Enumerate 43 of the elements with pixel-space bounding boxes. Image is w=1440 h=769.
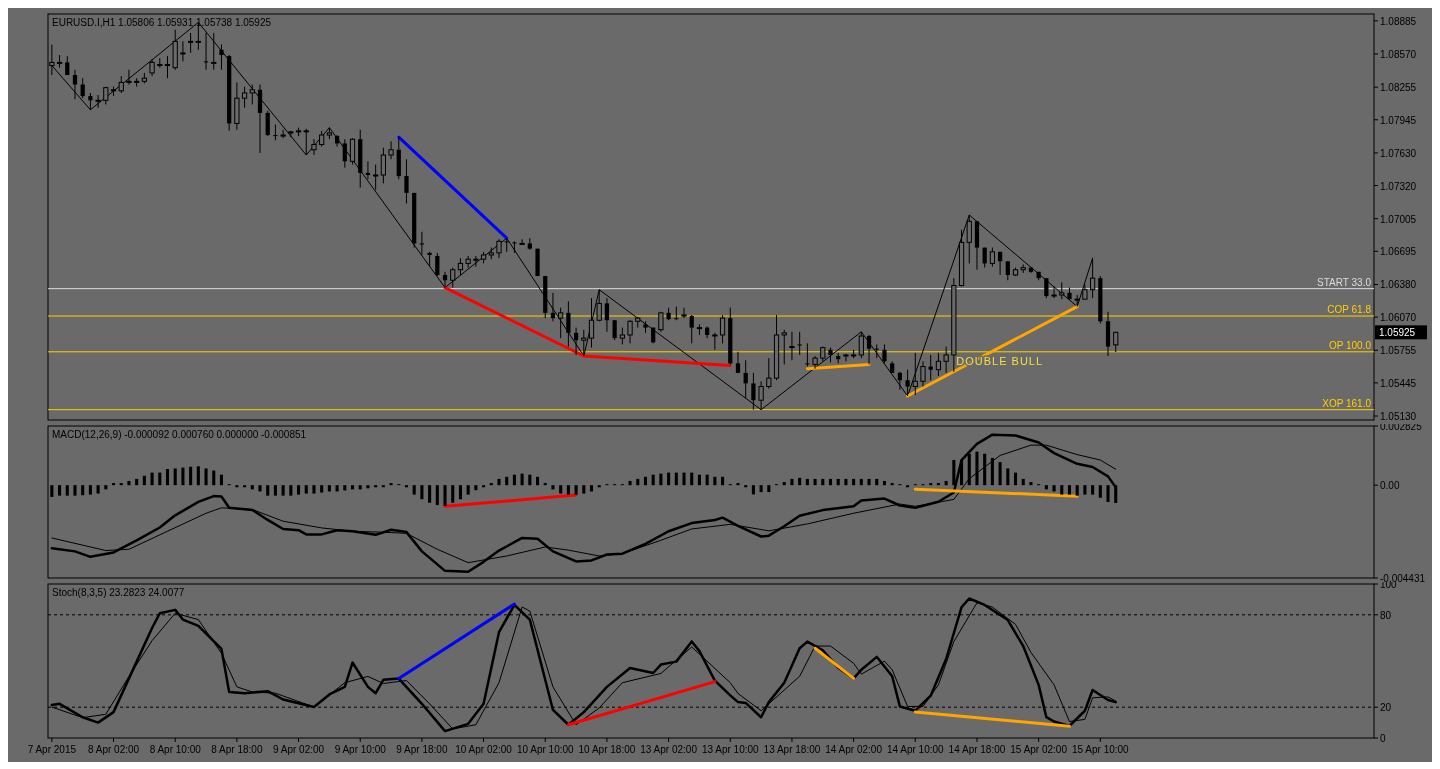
y-tick-label: 1.08255	[1380, 82, 1417, 94]
text: 1.05925	[1379, 327, 1416, 339]
y-tick-label: 1.08885	[1380, 15, 1417, 27]
x-tick-label: 8 Apr 18:00	[211, 744, 263, 755]
x-tick-label: 8 Apr 02:00	[87, 744, 140, 755]
x-tick-label: 9 Apr 02:00	[272, 744, 325, 755]
y-tick-label: 1.05445	[1380, 377, 1417, 389]
x-tick-label: 14 Apr 02:00	[825, 744, 883, 755]
x-tick-label: 9 Apr 18:00	[396, 744, 448, 755]
x-tick-label: 13 Apr 18:00	[763, 744, 821, 755]
x-tick-label: 13 Apr 10:00	[701, 744, 760, 755]
y-tick-label: 20	[1380, 702, 1392, 714]
chart-title: EURUSD.I,H1 1.05806 1.05931 1.05738 1.05925	[52, 17, 272, 28]
ref-line-label: XOP 161.0	[1322, 397, 1372, 409]
x-tick-label: 8 Apr 10:00	[149, 744, 202, 755]
y-tick-label: 1.07630	[1380, 147, 1417, 159]
y-tick-label: 1.06695	[1380, 246, 1417, 258]
x-tick-label: 15 Apr 02:00	[1010, 744, 1068, 755]
x-tick-label: 10 Apr 02:00	[455, 744, 513, 755]
y-tick-label: 0	[1380, 733, 1386, 744]
x-tick-label: 14 Apr 10:00	[886, 744, 945, 755]
y-tick-label: 1.06380	[1380, 279, 1417, 291]
y-tick-label: 1.05755	[1380, 345, 1417, 357]
y-tick-label: 1.08570	[1380, 48, 1417, 60]
ref-line-label: START 33.0	[1317, 276, 1372, 288]
x-tick-label: 9 Apr 10:00	[334, 744, 387, 755]
y-tick-label: 1.07005	[1380, 213, 1417, 225]
x-tick-label: 10 Apr 10:00	[516, 744, 575, 755]
x-tick-label: 7 Apr 2015	[27, 744, 77, 755]
y-tick-label: 1.07320	[1380, 180, 1417, 192]
x-tick-label: 15 Apr 10:00	[1071, 744, 1130, 755]
y-tick-label: 1.07945	[1380, 114, 1417, 126]
x-tick-label: 13 Apr 02:00	[640, 744, 698, 755]
y-tick-label: 1.06070	[1380, 312, 1417, 324]
ref-line-label: OP 100.0	[1328, 339, 1372, 351]
y-tick-label: 0.00	[1380, 480, 1400, 492]
x-tick-label: 10 Apr 18:00	[578, 744, 636, 755]
y-tick-label: 80	[1380, 609, 1392, 621]
y-tick-label: 1.05130	[1380, 411, 1417, 422]
x-tick-label: 14 Apr 18:00	[948, 744, 1006, 755]
ref-line-label: COP 61.8	[1327, 304, 1372, 316]
chart-title: Stoch(8,3,5) 23.2823 24.0077	[52, 587, 185, 598]
chart-title: MACD(12,26,9) -0.000092 0.000760 0.000000 -0.000851	[52, 429, 307, 440]
